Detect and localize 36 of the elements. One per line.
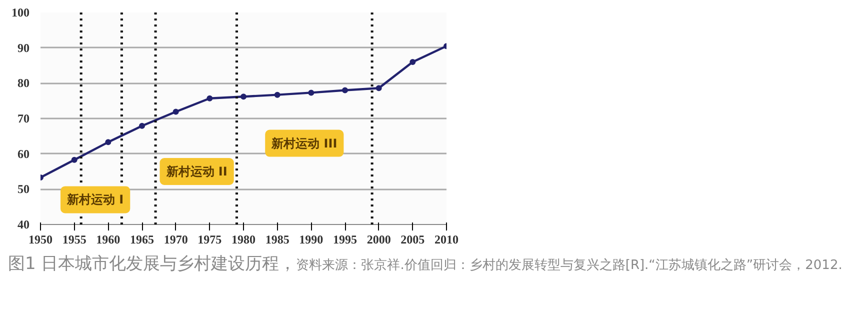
point	[308, 90, 314, 96]
point	[240, 94, 246, 100]
x-tick-label: 1970	[164, 232, 188, 246]
x-tick-label: 1950	[28, 232, 52, 246]
y-tick-label: 100	[12, 6, 30, 20]
x-tick-label: 1960	[96, 232, 120, 246]
x-tick-label: 1995	[333, 232, 357, 246]
x-tick-label: 1980	[232, 232, 256, 246]
point	[139, 122, 145, 129]
x-tick-label: 1965	[130, 232, 154, 246]
annotation: 新村运动 II	[165, 164, 228, 178]
x-tick-label: 1975	[198, 232, 222, 246]
y-tick-label: 60	[18, 146, 30, 161]
x-tick-label: 2000	[366, 232, 391, 246]
point	[71, 156, 78, 163]
y-tick-label: 90	[18, 40, 30, 55]
annotation: 新村运动 I	[66, 192, 124, 207]
point	[206, 95, 213, 102]
point	[105, 139, 112, 146]
point	[274, 92, 280, 98]
x-tick-label: 2005	[400, 232, 425, 246]
point	[342, 87, 348, 94]
y-tick-label: 40	[18, 218, 30, 232]
y-tick-label: 80	[18, 76, 30, 90]
x-tick-label: 1990	[299, 232, 324, 246]
y-tick-label: 50	[18, 182, 30, 196]
x-tick-label: 2010	[434, 232, 458, 246]
text: 资料来源：张京祥.价值回归：乡村的发展转型与复兴之路[R].“江苏城镇化之路”研讨会，2012.	[296, 258, 842, 273]
point	[410, 58, 416, 65]
y-tick-label: 70	[18, 112, 30, 126]
point	[376, 85, 382, 92]
annotation: 新村运动 III	[270, 136, 338, 150]
x-tick-label: 1985	[265, 232, 290, 246]
text: 图1 日本城市化发展与乡村建设历程，	[8, 254, 296, 274]
point	[172, 108, 179, 115]
x-tick-label: 1955	[62, 232, 86, 246]
